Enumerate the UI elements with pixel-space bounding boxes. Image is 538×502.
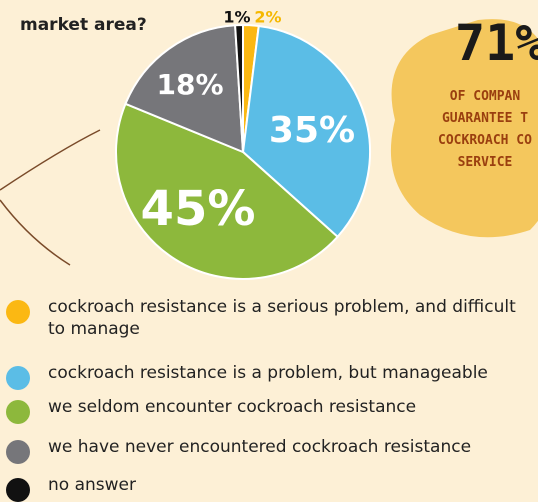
slice-label: 35% <box>269 110 355 151</box>
pie-slice <box>241 24 371 239</box>
badge-line: OF COMPAN <box>450 89 521 104</box>
legend-label: cockroach resistance is a serious proble… <box>48 297 516 339</box>
legend-item: cockroach resistance is a serious proble… <box>0 296 528 340</box>
legend-label: we have never encountered cockroach resi… <box>48 437 472 457</box>
decor-line <box>0 129 101 191</box>
legend-swatch <box>6 478 30 502</box>
legend-label: no answer <box>48 475 136 495</box>
badge-line: COCKROACH CO <box>438 133 532 148</box>
slice-label: 1% <box>223 8 250 27</box>
legend-item: cockroach resistance is a problem, but m… <box>0 362 528 390</box>
legend-label: we seldom encounter cockroach resistance <box>48 397 417 417</box>
legend-item: we seldom encounter cockroach resistance <box>0 396 528 424</box>
decor-line <box>0 199 71 266</box>
pie-slice <box>124 24 245 154</box>
slice-label: 18% <box>156 68 223 101</box>
slice-label: 45% <box>141 181 256 237</box>
badge-line: GUARANTEE T <box>442 111 528 126</box>
badge-line: SERVICE <box>458 155 513 170</box>
pie-slice <box>234 23 244 153</box>
slice-label: 2% <box>254 8 281 27</box>
legend-item: no answer <box>0 474 528 502</box>
badge-blob <box>390 19 538 238</box>
legend-swatch <box>6 400 30 424</box>
legend-swatch <box>6 300 30 324</box>
legend-swatch <box>6 440 30 464</box>
chart-title: market area? <box>20 15 147 35</box>
legend-swatch <box>6 366 30 390</box>
pie-slice <box>115 102 339 280</box>
badge-headline: 71% <box>455 14 538 72</box>
legend-label: cockroach resistance is a problem, but m… <box>48 363 488 383</box>
legend-item: we have never encountered cockroach resi… <box>0 436 528 464</box>
